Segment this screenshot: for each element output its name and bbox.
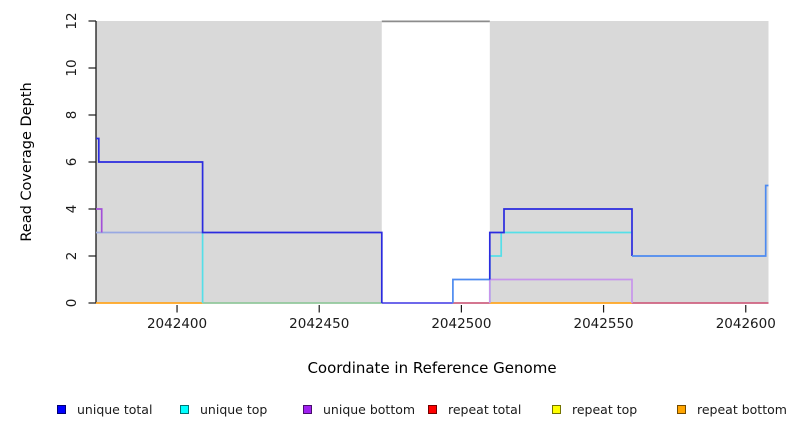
x-tick-label: 2042450 <box>289 316 350 332</box>
legend-label: repeat bottom <box>697 402 787 417</box>
legend-item-unique-bottom: unique bottom <box>303 402 415 417</box>
legend-label: repeat total <box>448 402 522 417</box>
y-tick-label: 0 <box>64 298 80 308</box>
legend-item-repeat-top: repeat top <box>552 402 637 417</box>
y-tick-label: 10 <box>64 59 80 77</box>
legend: unique total unique top unique bottom repea… <box>0 402 792 422</box>
legend-swatch-icon <box>677 405 686 414</box>
series-unique-bottom-right <box>488 278 633 303</box>
legend-label: unique bottom <box>323 402 416 417</box>
legend-label: repeat top <box>572 402 638 417</box>
legend-item-repeat-bottom: repeat bottom <box>677 402 787 417</box>
series-unique-total-mid <box>488 208 633 280</box>
series-unique-total-left <box>96 137 383 303</box>
y-tick-label: 4 <box>64 204 80 214</box>
legend-item-unique-top: unique top <box>180 402 267 417</box>
y-tick-label: 8 <box>64 110 80 120</box>
series-unique-total-gap-step <box>452 278 490 303</box>
series-unique-total-right <box>632 184 769 257</box>
y-tick-label: 12 <box>64 12 80 30</box>
legend-swatch-icon <box>303 405 312 414</box>
y-axis-label: Read Coverage Depth <box>19 82 35 242</box>
legend-label: unique top <box>200 402 268 417</box>
x-tick-label: 2042550 <box>573 316 634 332</box>
x-tick-label: 2042600 <box>715 316 776 332</box>
legend-item-repeat-total: repeat total <box>428 402 521 417</box>
legend-item-unique-total: unique total <box>57 402 152 417</box>
shaded-repeat-region <box>489 21 769 303</box>
x-tick-label: 2042500 <box>431 316 492 332</box>
x-tick-label: 2042400 <box>146 316 208 332</box>
legend-swatch-icon <box>552 405 561 414</box>
x-axis-label: Coordinate in Reference Genome <box>307 359 557 377</box>
legend-swatch-icon <box>428 405 437 414</box>
legend-swatch-icon <box>57 405 66 414</box>
legend-swatch-icon <box>180 405 189 414</box>
series-unique-bottom-start <box>96 208 103 233</box>
y-tick-label: 2 <box>64 251 80 261</box>
legend-label: unique total <box>77 402 153 417</box>
y-tick-label: 6 <box>64 157 80 167</box>
